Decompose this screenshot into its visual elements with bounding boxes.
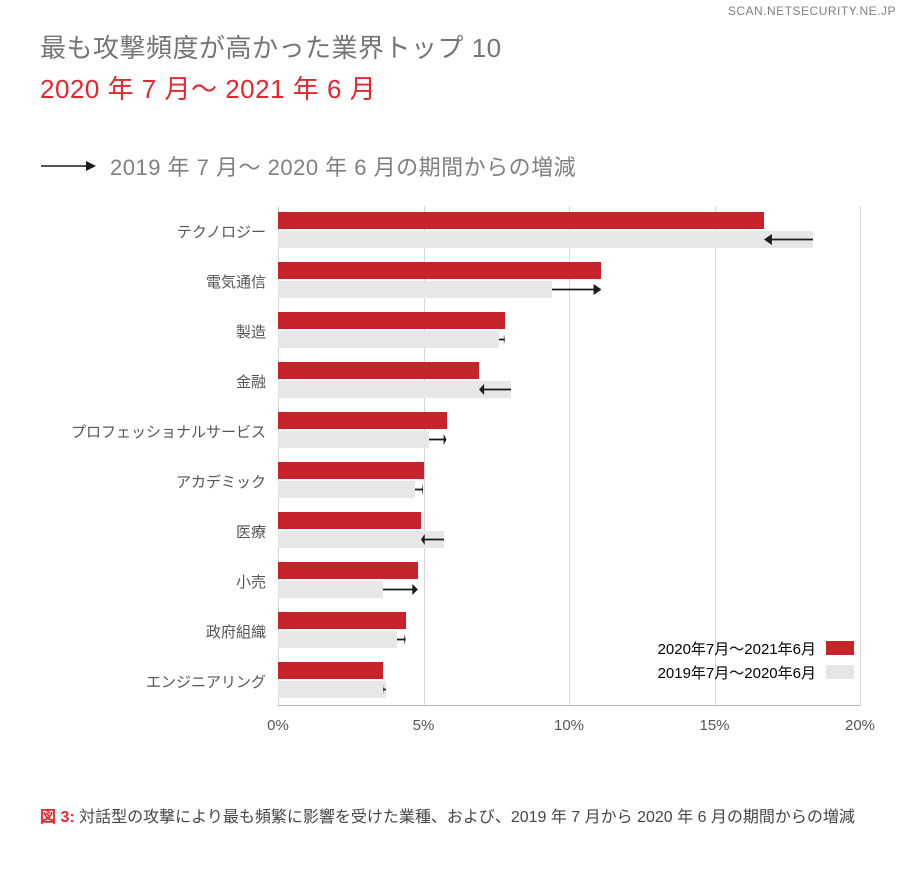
series-legend: 2020年7月～2021年6月 2019年7月～2020年6月 (658, 636, 854, 684)
page-root: SCAN.NETSECURITY.NE.JP 最も攻撃頻度が高かった業界トップ … (0, 0, 910, 861)
chart-title: 最も攻撃頻度が高かった業界トップ 10 2020 年 7 月～ 2021 年 6… (40, 28, 870, 106)
bar-previous (278, 631, 397, 648)
watermark-text: SCAN.NETSECURITY.NE.JP (728, 4, 896, 18)
change-arrow (383, 681, 386, 698)
x-tick-label: 20% (845, 717, 875, 734)
chart-row: 電気通信 (60, 256, 860, 306)
bar-current (278, 662, 383, 679)
bar-previous (278, 481, 415, 498)
bar-previous (278, 581, 383, 598)
chart-row: 金融 (60, 356, 860, 406)
category-label: エンジニアリング (60, 671, 278, 692)
category-label: テクノロジー (60, 221, 278, 242)
arrow-icon (40, 159, 96, 173)
change-arrow (397, 631, 406, 648)
change-arrow (429, 431, 446, 448)
chart-row: アカデミック (60, 456, 860, 506)
x-tick-label: 15% (699, 717, 729, 734)
bar-current (278, 262, 601, 279)
row-bars (278, 456, 860, 506)
change-legend: 2019 年 7 月～ 2020 年 6 月の期間からの増減 (40, 150, 870, 182)
legend-swatch-previous (826, 665, 854, 679)
chart-row: 医療 (60, 506, 860, 556)
title-line-2: 2020 年 7 月～ 2021 年 6 月 (40, 69, 870, 106)
chart-row: プロフェッショナルサービス (60, 406, 860, 456)
x-tick-label: 10% (554, 717, 584, 734)
bar-previous (278, 281, 552, 298)
change-arrow (764, 231, 813, 248)
category-label: 医療 (60, 521, 278, 542)
bar-current (278, 612, 406, 629)
bar-previous (278, 331, 499, 348)
category-label: 政府組織 (60, 621, 278, 642)
row-bars (278, 206, 860, 256)
row-bars (278, 256, 860, 306)
bar-current (278, 462, 424, 479)
category-label: 電気通信 (60, 271, 278, 292)
title-line-1: 最も攻撃頻度が高かった業界トップ 10 (40, 28, 870, 65)
bar-current (278, 512, 421, 529)
caption-prefix: 図 3: (40, 809, 75, 826)
change-arrow (421, 531, 444, 548)
legend-label-current: 2020年7月～2021年6月 (658, 638, 816, 659)
legend-swatch-current (826, 641, 854, 655)
row-bars (278, 306, 860, 356)
caption-text: 対話型の攻撃により最も頻繁に影響を受けた業種、および、2019 年 7 月から … (75, 809, 855, 826)
legend-label-previous: 2019年7月～2020年6月 (658, 662, 816, 683)
category-label: 金融 (60, 371, 278, 392)
chart-row: 小売 (60, 556, 860, 606)
change-arrow (415, 481, 424, 498)
change-arrow (383, 581, 418, 598)
figure-caption: 図 3: 対話型の攻撃により最も頻繁に影響を受けた業種、および、2019 年 7… (40, 804, 870, 831)
bar-current (278, 412, 447, 429)
bar-current (278, 562, 418, 579)
bar-current (278, 362, 479, 379)
bar-previous (278, 681, 386, 698)
bar-previous (278, 231, 813, 248)
bar-previous (278, 381, 511, 398)
bar-previous (278, 431, 429, 448)
row-bars (278, 406, 860, 456)
chart-row: 製造 (60, 306, 860, 356)
gridline (860, 206, 861, 706)
chart: 0%5%10%15%20% テクノロジー電気通信製造金融プロフェッショナルサービ… (60, 206, 860, 744)
chart-area: 0%5%10%15%20% テクノロジー電気通信製造金融プロフェッショナルサービ… (60, 206, 860, 744)
bar-previous (278, 531, 444, 548)
row-bars (278, 506, 860, 556)
bar-current (278, 312, 505, 329)
category-label: 製造 (60, 321, 278, 342)
change-arrow (499, 331, 505, 348)
x-tick-label: 0% (267, 717, 289, 734)
category-label: 小売 (60, 571, 278, 592)
row-bars (278, 356, 860, 406)
chart-row: テクノロジー (60, 206, 860, 256)
change-legend-text: 2019 年 7 月～ 2020 年 6 月の期間からの増減 (110, 150, 576, 182)
category-label: プロフェッショナルサービス (60, 421, 278, 442)
category-label: アカデミック (60, 471, 278, 492)
row-bars (278, 556, 860, 606)
change-arrow (479, 381, 511, 398)
chart-rows: テクノロジー電気通信製造金融プロフェッショナルサービスアカデミック医療小売政府組… (60, 206, 860, 706)
x-tick-label: 5% (413, 717, 435, 734)
change-arrow (552, 281, 601, 298)
legend-row-previous: 2019年7月～2020年6月 (658, 660, 854, 684)
bar-current (278, 212, 764, 229)
legend-row-current: 2020年7月～2021年6月 (658, 636, 854, 660)
